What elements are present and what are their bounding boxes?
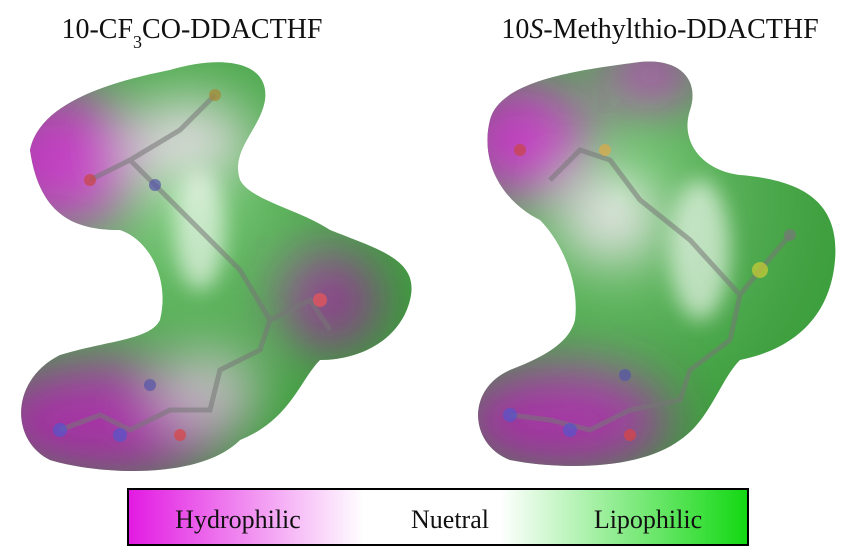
legend-label: Lipophilic xyxy=(594,505,702,534)
panel-title: 10-CF3CO-DDACTHF xyxy=(61,14,322,52)
figure: 10-CF3CO-DDACTHF 10S-Methylthio-DDACTHF xyxy=(0,0,856,546)
title-subscript: 3 xyxy=(133,32,142,52)
title-part: CO-DDACTHF xyxy=(142,14,322,45)
title-part: 10-CF xyxy=(61,14,133,45)
title-italic: S xyxy=(529,14,543,45)
molecule-surface xyxy=(0,40,440,490)
title-part: 10 xyxy=(501,14,529,45)
molecule-surface xyxy=(450,40,856,490)
legend-label: Hydrophilic xyxy=(175,505,301,534)
title-part: -Methylthio-DDACTHF xyxy=(543,14,818,45)
legend-label: Nuetral xyxy=(411,505,489,534)
panel-title: 10S-Methylthio-DDACTHF xyxy=(501,14,818,45)
